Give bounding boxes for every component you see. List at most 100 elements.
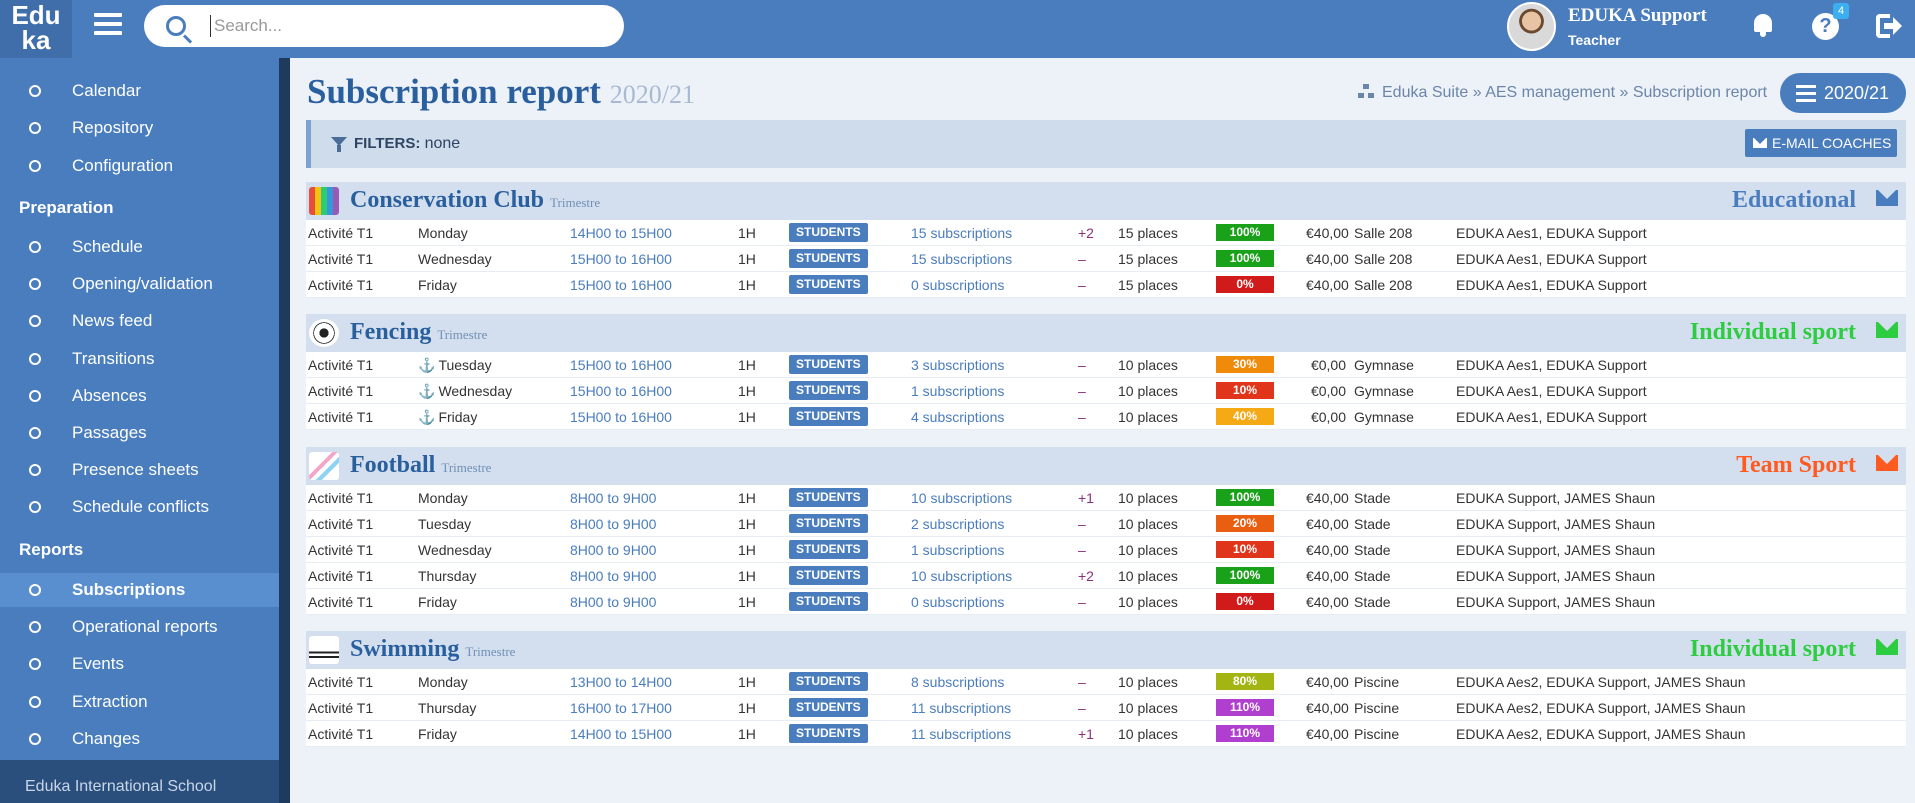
- students-button[interactable]: STUDENTS: [789, 724, 868, 743]
- session-name[interactable]: Activité T1: [308, 357, 374, 373]
- students-button[interactable]: STUDENTS: [789, 381, 868, 400]
- activity-title[interactable]: Fencing Trimestre: [350, 319, 487, 346]
- session-coaches: EDUKA Aes2, EDUKA Support, JAMES Shaun: [1456, 700, 1746, 716]
- circle-icon: [29, 621, 41, 634]
- user-name[interactable]: EDUKA Support: [1568, 5, 1707, 26]
- subscriptions-count[interactable]: 11 subscriptions: [911, 726, 1012, 742]
- sidebar-item-label: Configuration: [72, 156, 174, 175]
- filters-value[interactable]: none: [424, 135, 461, 152]
- subscriptions-count[interactable]: 1 subscriptions: [911, 542, 1005, 558]
- subscriptions-delta: –: [1078, 542, 1086, 558]
- students-button[interactable]: STUDENTS: [789, 355, 868, 374]
- main-content: Subscription report 2020/21 Eduka Suite …: [290, 58, 1915, 803]
- sidebar-item-opening-validation[interactable]: Opening/validation: [0, 267, 279, 301]
- students-button[interactable]: STUDENTS: [789, 514, 868, 533]
- subscriptions-count[interactable]: 0 subscriptions: [911, 594, 1005, 610]
- sitemap-icon: [1358, 84, 1374, 98]
- sidebar-item-absences[interactable]: Absences: [0, 379, 279, 413]
- session-name[interactable]: Activité T1: [308, 409, 374, 425]
- subscriptions-count[interactable]: 11 subscriptions: [911, 700, 1012, 716]
- session-name[interactable]: Activité T1: [308, 225, 374, 241]
- students-button[interactable]: STUDENTS: [789, 407, 868, 426]
- sidebar-item-configuration[interactable]: Configuration: [0, 149, 279, 183]
- session-name[interactable]: Activité T1: [308, 594, 374, 610]
- session-price: €40,00: [1306, 594, 1349, 610]
- subscriptions-count[interactable]: 15 subscriptions: [911, 225, 1013, 241]
- anchor-icon: ⚓: [418, 409, 436, 425]
- search-icon[interactable]: [166, 16, 186, 36]
- session-name[interactable]: Activité T1: [308, 490, 374, 506]
- places-count: 15 places: [1118, 277, 1178, 293]
- subscriptions-count[interactable]: 10 subscriptions: [911, 490, 1013, 506]
- sidebar-item-presence-sheets[interactable]: Presence sheets: [0, 453, 279, 487]
- envelope-icon[interactable]: [1876, 455, 1898, 471]
- search-input[interactable]: [210, 15, 600, 37]
- fill-rate-badge: 20%: [1216, 515, 1274, 532]
- subscriptions-count[interactable]: 15 subscriptions: [911, 251, 1013, 267]
- activity-category: Team Sport: [1736, 452, 1856, 478]
- students-button[interactable]: STUDENTS: [789, 672, 868, 691]
- activity-title[interactable]: Football Trimestre: [350, 452, 491, 479]
- session-name[interactable]: Activité T1: [308, 700, 374, 716]
- session-name[interactable]: Activité T1: [308, 383, 374, 399]
- activity-title[interactable]: Conservation Club Trimestre: [350, 187, 600, 214]
- session-time: 15H00 to 16H00: [570, 251, 672, 267]
- sidebar-item-subscriptions[interactable]: Subscriptions: [0, 573, 279, 607]
- sidebar-scroll-strip: [279, 58, 290, 803]
- subscriptions-count[interactable]: 10 subscriptions: [911, 568, 1013, 584]
- subscriptions-count[interactable]: 1 subscriptions: [911, 383, 1005, 399]
- sidebar-item-calendar[interactable]: Calendar: [0, 74, 279, 108]
- sidebar-item-changes[interactable]: Changes: [0, 722, 279, 756]
- session-name[interactable]: Activité T1: [308, 251, 374, 267]
- sidebar-item-operational-reports[interactable]: Operational reports: [0, 610, 279, 644]
- envelope-icon[interactable]: [1876, 190, 1898, 206]
- subscriptions-count[interactable]: 8 subscriptions: [911, 674, 1005, 690]
- sidebar-item-news-feed[interactable]: News feed: [0, 304, 279, 338]
- app-logo[interactable]: Edu ka: [0, 0, 72, 58]
- session-name[interactable]: Activité T1: [308, 516, 374, 532]
- sidebar-item-schedule-conflicts[interactable]: Schedule conflicts: [0, 490, 279, 524]
- session-name[interactable]: Activité T1: [308, 542, 374, 558]
- sidebar-item-label: Extraction: [72, 691, 148, 711]
- activity-title[interactable]: Swimming Trimestre: [350, 636, 515, 663]
- session-price: €0,00: [1310, 383, 1346, 399]
- fill-rate-badge: 80%: [1216, 673, 1274, 690]
- sidebar-item-extraction[interactable]: Extraction: [0, 685, 279, 719]
- hamburger-menu-icon[interactable]: [94, 13, 122, 39]
- subscriptions-count[interactable]: 3 subscriptions: [911, 357, 1005, 373]
- logout-icon[interactable]: [1876, 14, 1902, 38]
- sidebar-item-transitions[interactable]: Transitions: [0, 342, 279, 376]
- students-button[interactable]: STUDENTS: [789, 275, 868, 294]
- subscriptions-count[interactable]: 2 subscriptions: [911, 516, 1005, 532]
- sidebar-item-schedule[interactable]: Schedule: [0, 230, 279, 264]
- places-count: 10 places: [1118, 357, 1178, 373]
- session-name[interactable]: Activité T1: [308, 674, 374, 690]
- email-coaches-button[interactable]: E-MAIL COACHES: [1745, 129, 1897, 157]
- sidebar-item-passages[interactable]: Passages: [0, 416, 279, 450]
- breadcrumb-text[interactable]: Eduka Suite » AES management » Subscript…: [1382, 84, 1768, 101]
- fill-rate-badge: 40%: [1216, 408, 1274, 425]
- students-button[interactable]: STUDENTS: [789, 249, 868, 268]
- students-button[interactable]: STUDENTS: [789, 223, 868, 242]
- avatar[interactable]: [1507, 2, 1556, 51]
- session-name[interactable]: Activité T1: [308, 277, 374, 293]
- students-button[interactable]: STUDENTS: [789, 592, 868, 611]
- session-name[interactable]: Activité T1: [308, 726, 374, 742]
- sidebar-item-events[interactable]: Events: [0, 647, 279, 681]
- places-count: 10 places: [1118, 726, 1178, 742]
- session-day: Monday: [418, 490, 468, 506]
- students-button[interactable]: STUDENTS: [789, 540, 868, 559]
- session-name[interactable]: Activité T1: [308, 568, 374, 584]
- subscriptions-count[interactable]: 4 subscriptions: [911, 409, 1005, 425]
- students-button[interactable]: STUDENTS: [789, 566, 868, 585]
- students-button[interactable]: STUDENTS: [789, 488, 868, 507]
- fill-rate-badge: 100%: [1216, 567, 1274, 584]
- subscriptions-count[interactable]: 0 subscriptions: [911, 277, 1005, 293]
- envelope-icon[interactable]: [1876, 322, 1898, 338]
- envelope-icon[interactable]: [1876, 639, 1898, 655]
- crayons-icon: [309, 187, 339, 215]
- bell-icon[interactable]: [1752, 12, 1774, 37]
- sidebar-item-repository[interactable]: Repository: [0, 111, 279, 145]
- students-button[interactable]: STUDENTS: [789, 698, 868, 717]
- year-select-button[interactable]: 2020/21: [1780, 73, 1906, 113]
